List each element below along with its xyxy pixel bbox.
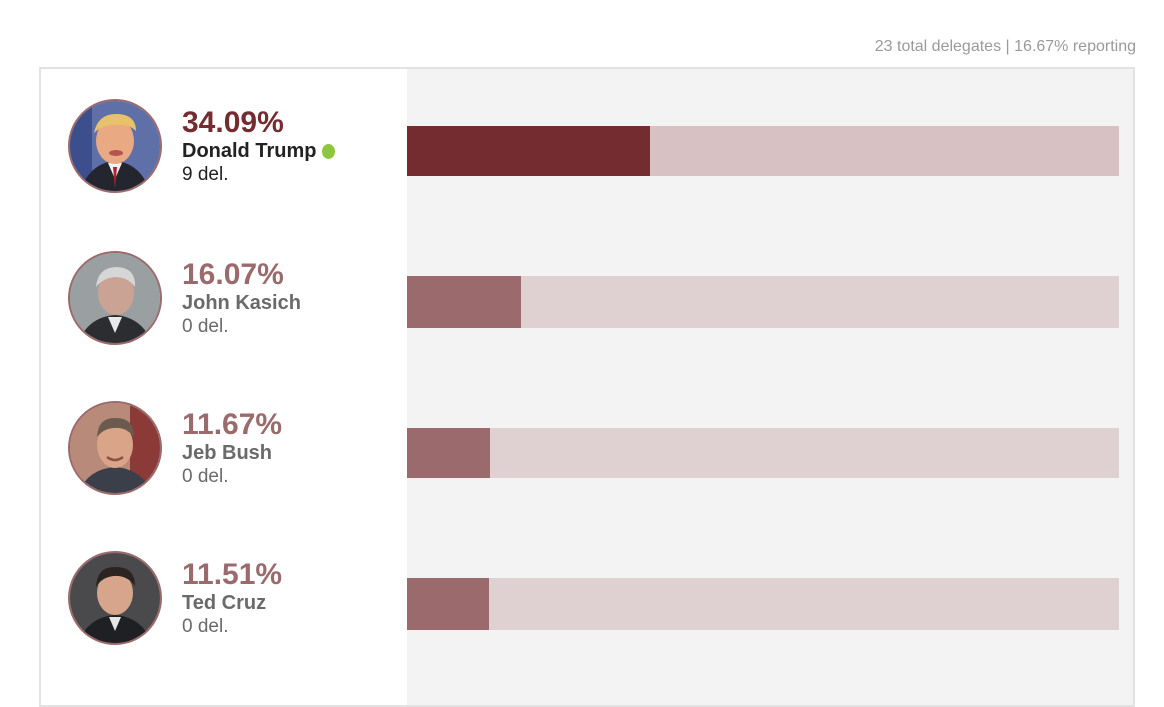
candidate-name-text: John Kasich bbox=[182, 292, 301, 314]
bar-fill-cruz bbox=[407, 578, 489, 630]
summary-separator: | bbox=[1005, 38, 1010, 55]
candidate-name: Ted Cruz bbox=[182, 591, 266, 615]
bar-track bbox=[407, 276, 1119, 328]
bar-fill-kasich bbox=[407, 276, 521, 328]
candidate-delegates: 0 del. bbox=[182, 316, 229, 337]
bar-fill-bush bbox=[407, 428, 490, 478]
donald-trump-photo bbox=[68, 99, 162, 193]
winner-dot-icon bbox=[322, 143, 336, 159]
john-kasich-photo bbox=[68, 251, 162, 345]
candidate-name: Donald Trump bbox=[182, 139, 336, 163]
candidate-delegates: 9 del. bbox=[182, 164, 229, 185]
candidate-percent: 11.67% bbox=[182, 408, 283, 441]
total-delegates-text: 23 total delegates bbox=[874, 38, 1002, 55]
results-summary: 23 total delegates | 16.67% reporting bbox=[875, 38, 1136, 56]
candidate-name-text: Jeb Bush bbox=[182, 442, 273, 464]
ted-cruz-photo bbox=[68, 551, 162, 645]
candidate-row-cruz: 11.51% Ted Cruz 0 del. bbox=[41, 521, 1133, 645]
candidate-row-kasich: 16.07% John Kasich 0 del. bbox=[41, 221, 1133, 345]
candidate-info: 11.51% Ted Cruz 0 del. bbox=[182, 559, 282, 639]
reporting-text: 16.67% reporting bbox=[1014, 38, 1136, 55]
candidate-row-trump: 34.09% Donald Trump 9 del. bbox=[41, 69, 1133, 193]
bar-track bbox=[407, 578, 1119, 630]
bar-fill-trump bbox=[407, 126, 650, 176]
jeb-bush-photo bbox=[68, 401, 162, 495]
candidate-info: 34.09% Donald Trump 9 del. bbox=[182, 106, 336, 187]
bar-track bbox=[407, 126, 1119, 176]
candidate-name: John Kasich bbox=[182, 291, 301, 315]
candidate-info: 16.07% John Kasich 0 del. bbox=[182, 259, 301, 339]
results-panel: 34.09% Donald Trump 9 del. 16.07% Jo bbox=[39, 67, 1135, 707]
candidate-name-text: Donald Trump bbox=[182, 140, 317, 162]
candidate-name: Jeb Bush bbox=[182, 441, 272, 465]
bar-track bbox=[407, 428, 1119, 478]
candidate-delegates: 0 del. bbox=[182, 466, 229, 487]
candidate-percent: 16.07% bbox=[182, 258, 284, 291]
candidate-info: 11.67% Jeb Bush 0 del. bbox=[182, 409, 282, 489]
candidate-percent: 11.51% bbox=[182, 558, 283, 591]
candidate-percent: 34.09% bbox=[182, 106, 284, 139]
candidate-row-bush: 11.67% Jeb Bush 0 del. bbox=[41, 371, 1133, 495]
candidate-name-text: Ted Cruz bbox=[182, 592, 267, 614]
candidate-delegates: 0 del. bbox=[182, 616, 229, 637]
